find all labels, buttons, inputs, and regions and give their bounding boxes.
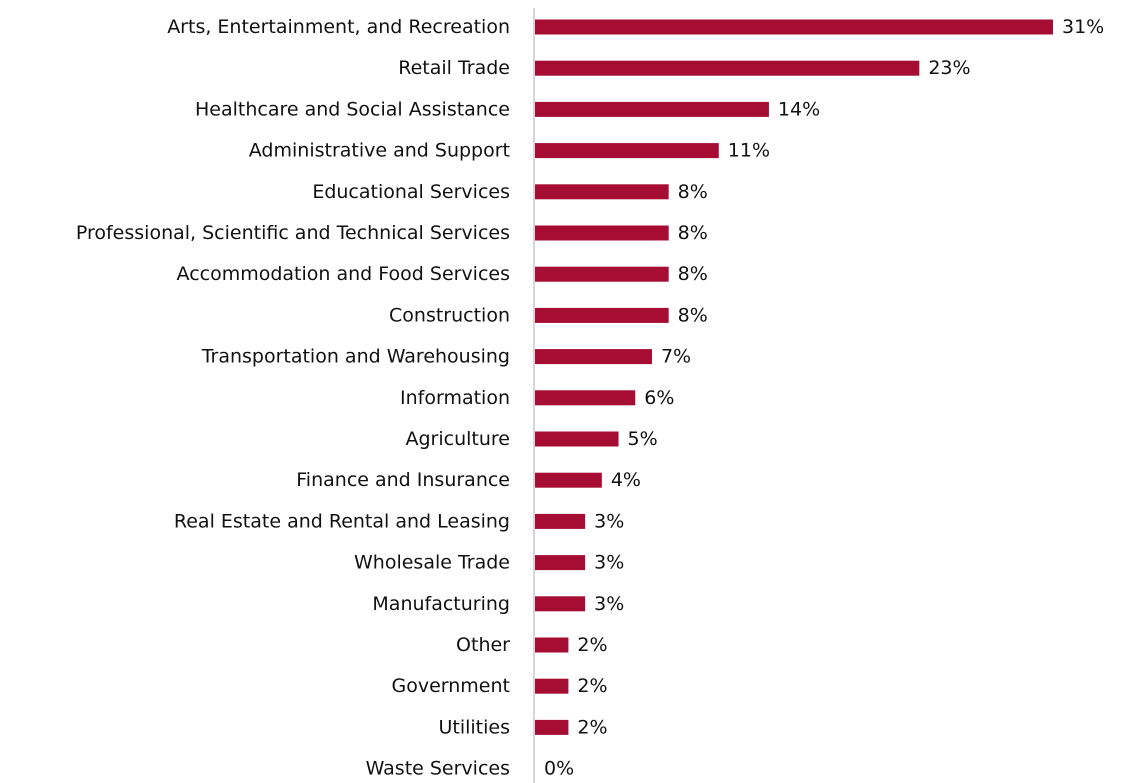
bar-finance-and-insurance	[535, 472, 602, 488]
bar-construction	[535, 307, 669, 323]
bars	[535, 19, 1053, 735]
category-label-manufacturing: Manufacturing	[372, 593, 510, 615]
value-label-government: 2%	[577, 675, 607, 697]
value-label-healthcare-and-social-assistance: 14%	[778, 98, 820, 120]
bar-information	[535, 390, 636, 406]
bar-healthcare-and-social-assistance	[535, 101, 769, 117]
bar-arts-entertainment-and-recreation	[535, 19, 1053, 35]
category-label-accommodation-and-food-services: Accommodation and Food Services	[177, 263, 510, 285]
category-label-professional-scientific-and-technical-services: Professional, Scientific and Technical S…	[76, 222, 510, 244]
value-label-administrative-and-support: 11%	[728, 140, 770, 162]
category-label-arts-entertainment-and-recreation: Arts, Entertainment, and Recreation	[167, 16, 510, 38]
category-label-construction: Construction	[389, 304, 510, 326]
value-labels: 31% 23% 14% 11% 8% 8% 8% 8% 7% 6% 5% 4% 3% 3% 3% 2% 2% 2%…	[544, 16, 1104, 780]
category-labels: Arts, Entertainment, and Recreation Retai…	[76, 16, 510, 780]
bar-educational-services	[535, 184, 669, 200]
bar-real-estate-and-rental-and-leasing	[535, 513, 586, 529]
category-label-information: Information	[400, 387, 510, 409]
bar-transportation-and-warehousing	[535, 349, 652, 365]
value-label-real-estate-and-rental-and-leasing: 3%	[594, 510, 624, 532]
category-label-real-estate-and-rental-and-leasing: Real Estate and Rental and Leasing	[174, 510, 510, 532]
category-label-transportation-and-warehousing: Transportation and Warehousing	[201, 346, 510, 368]
bar-accommodation-and-food-services	[535, 266, 669, 282]
category-label-retail-trade: Retail Trade	[398, 57, 510, 79]
value-label-retail-trade: 23%	[928, 57, 970, 79]
value-label-arts-entertainment-and-recreation: 31%	[1062, 16, 1104, 38]
value-label-finance-and-insurance: 4%	[611, 469, 641, 491]
bar-professional-scientific-and-technical-services	[535, 225, 669, 241]
category-label-waste-services: Waste Services	[366, 758, 510, 780]
value-label-information: 6%	[644, 387, 674, 409]
bar-retail-trade	[535, 60, 920, 76]
value-label-waste-services: 0%	[544, 758, 574, 780]
value-label-accommodation-and-food-services: 8%	[678, 263, 708, 285]
bar-wholesale-trade	[535, 555, 586, 571]
category-label-wholesale-trade: Wholesale Trade	[354, 552, 510, 574]
value-label-transportation-and-warehousing: 7%	[661, 346, 691, 368]
value-label-construction: 8%	[678, 304, 708, 326]
value-label-educational-services: 8%	[678, 181, 708, 203]
category-label-government: Government	[392, 675, 511, 697]
bar-government	[535, 678, 569, 694]
value-label-other: 2%	[577, 634, 607, 656]
category-label-utilities: Utilities	[438, 716, 510, 738]
bar-administrative-and-support	[535, 143, 719, 159]
value-label-manufacturing: 3%	[594, 593, 624, 615]
bar-utilities	[535, 719, 569, 735]
category-label-agriculture: Agriculture	[406, 428, 511, 450]
category-label-administrative-and-support: Administrative and Support	[249, 140, 510, 162]
category-label-educational-services: Educational Services	[312, 181, 510, 203]
bar-other	[535, 637, 569, 653]
value-label-wholesale-trade: 3%	[594, 552, 624, 574]
category-label-finance-and-insurance: Finance and Insurance	[296, 469, 510, 491]
value-label-professional-scientific-and-technical-services: 8%	[678, 222, 708, 244]
category-label-other: Other	[456, 634, 510, 656]
value-label-utilities: 2%	[577, 716, 607, 738]
value-label-agriculture: 5%	[628, 428, 658, 450]
bar-manufacturing	[535, 596, 586, 612]
bar-agriculture	[535, 431, 619, 447]
category-label-healthcare-and-social-assistance: Healthcare and Social Assistance	[195, 98, 510, 120]
